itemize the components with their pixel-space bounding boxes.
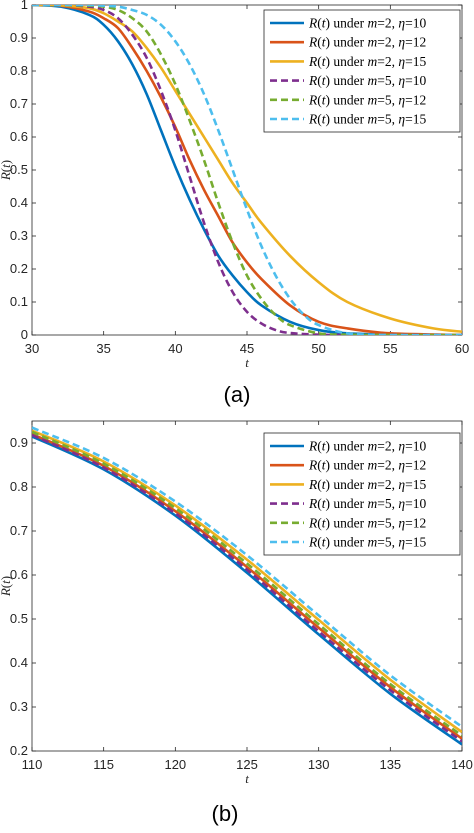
series-line-6 [32,426,462,728]
y-tick-label: 0.9 [10,435,28,450]
x-tick-label: 110 [22,757,43,772]
series-line-1 [32,5,462,335]
legend-box [263,9,461,133]
series-line-4 [32,5,462,335]
legend-label-1: R(t) under m=2, η=10 [308,439,426,454]
y-tick-label: 1 [21,0,28,12]
x-tick-label: 130 [308,757,330,772]
legend-label-2: R(t) under m=2, η=12 [308,458,426,473]
legend-label-3: R(t) under m=2, η=15 [308,54,426,69]
caption-b: (b) [211,801,239,826]
x-tick-label: 30 [25,341,39,356]
legend-label-5: R(t) under m=5, η=12 [308,515,426,530]
y-tick-label: 0.3 [10,228,28,243]
legend-label-4: R(t) under m=5, η=10 [308,73,426,88]
chart-panel-b: 110 115 120 125 130 135 140 0.2 0.3 0.4 0.5 0.6 0.7 0… [0,420,473,786]
y-tick-label: 0.8 [10,63,28,78]
y-tick-label: 0.5 [10,162,28,177]
x-tick-label: 50 [311,341,325,356]
y-axis-label: R(t) [0,576,13,597]
series-line-3 [32,5,462,333]
legend-label-3: R(t) under m=2, η=15 [308,477,426,492]
series-line-2 [32,433,462,740]
x-tick-label: 115 [93,757,114,772]
y-tick-label: 0.7 [10,523,28,538]
y-tick-label: 0.4 [10,195,28,210]
y-tick-label: 0.6 [10,129,28,144]
legend-box [263,432,461,556]
series-line-4 [32,433,462,743]
x-tick-label: 40 [168,341,182,356]
y-tick-label: 0.1 [10,294,28,309]
series-line-6 [32,5,462,335]
series-line-5 [32,430,462,737]
chart-panel-a: 30 35 40 45 50 55 60 0 0.1 0.2 0.3 0.4 0.5 0.6 0.7 0.8 0… [0,0,469,370]
legend-label-2: R(t) under m=2, η=12 [308,35,426,50]
series-group [32,426,462,746]
legend-label-6: R(t) under m=5, η=15 [308,535,426,550]
y-tick-label: 0.7 [10,96,28,111]
series-group [32,5,462,335]
legend-label-6: R(t) under m=5, η=15 [308,112,426,127]
x-tick-label: 45 [240,341,254,356]
series-line-5 [32,5,462,335]
y-tick-label: 0.5 [10,611,28,626]
x-tick-label: 120 [164,757,186,772]
caption-a: (a) [223,382,251,407]
x-axis-label: t [245,355,249,370]
y-tick-label: 0.4 [10,655,28,670]
x-tick-label: 35 [96,341,110,356]
y-tick-label: 0.9 [10,30,28,45]
y-tick-label: 0.6 [10,567,28,582]
legend-label-4: R(t) under m=5, η=10 [308,496,426,511]
legend-label-1: R(t) under m=2, η=10 [308,16,426,31]
y-axis-label: R(t) [0,160,13,181]
x-tick-label: 135 [379,757,401,772]
series-line-3 [32,429,462,734]
x-tick-label: 55 [383,341,397,356]
x-tick-label: 60 [455,341,469,356]
y-tick-label: 0 [21,327,28,342]
series-line-2 [32,5,462,335]
x-axis-label: t [245,771,249,786]
y-tick-label: 0.8 [10,479,28,494]
y-tick-label: 0.2 [10,261,28,276]
x-tick-label: 140 [451,757,473,772]
legend-label-5: R(t) under m=5, η=12 [308,92,426,107]
y-tick-label: 0.2 [10,743,28,758]
series-line-1 [32,435,462,746]
y-tick-label: 0.3 [10,699,28,714]
x-tick-label: 125 [236,757,258,772]
